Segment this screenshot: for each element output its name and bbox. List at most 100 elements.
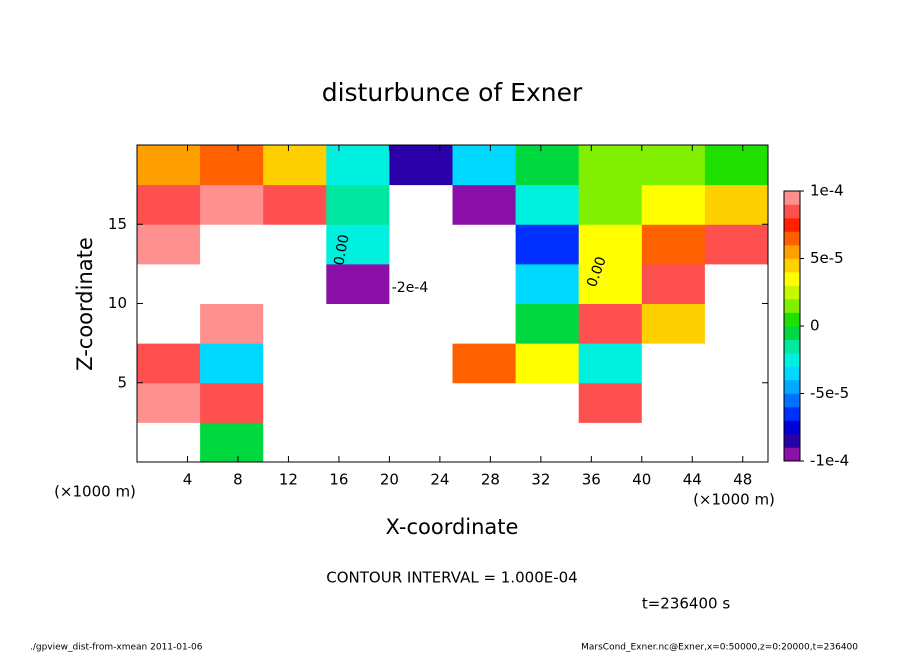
colorbar-band (784, 434, 800, 448)
field-cell (389, 382, 453, 423)
field-cell (578, 343, 643, 384)
field-cell (200, 224, 264, 265)
colorbar-band (784, 393, 800, 408)
colorbar-band (784, 420, 800, 435)
field-cell (326, 382, 390, 423)
field-cell (641, 303, 706, 344)
field-cell (641, 145, 706, 186)
field-cell (515, 224, 580, 265)
field-cell (515, 303, 580, 344)
colorbar-band (784, 299, 800, 313)
contour-label: 0.00 (331, 233, 352, 266)
field-cell (578, 303, 643, 344)
colorbar-band (784, 353, 800, 367)
field-cell (641, 343, 706, 384)
field-cell (578, 382, 643, 423)
x-tick-label: 4 (183, 471, 193, 489)
field-cell (137, 224, 201, 265)
field-cell (326, 303, 390, 344)
colorbar-tick-label: -1e-4 (810, 452, 849, 470)
overlay: 4 8 12 16 20 24 28 32 36 40 44 48510150.000.00-2e-4… (108, 144, 849, 489)
field-cell (704, 303, 769, 344)
field-cell (137, 263, 201, 304)
field-cell (137, 303, 201, 344)
field-cell (641, 382, 706, 423)
time-label: t=236400 s (642, 595, 730, 613)
x-tick-label: 12 (279, 471, 298, 489)
field-cell (263, 224, 327, 265)
field-cell (641, 422, 706, 463)
colorbar-band (784, 312, 800, 327)
field-cell (137, 184, 201, 225)
field-cell (452, 184, 517, 225)
contour-label: -2e-4 (392, 280, 429, 296)
field-cell (200, 263, 264, 304)
field-cell (263, 422, 327, 463)
colorbar-band (784, 339, 800, 354)
x-unit: (×1000 m) (54, 483, 136, 501)
field-cell (263, 263, 327, 304)
colorbar-band (784, 245, 800, 259)
field-cell (515, 263, 580, 304)
x-axis-label: X-coordinate (386, 515, 519, 539)
field-cell (326, 145, 390, 186)
field-cell (704, 422, 769, 463)
field-cell (263, 382, 327, 423)
y-tick-label: 5 (117, 373, 127, 391)
field-cell (452, 422, 517, 463)
field-cell (641, 263, 706, 304)
field-cell (326, 343, 390, 384)
field-cell (137, 145, 201, 186)
field-cell (578, 145, 643, 186)
field-cell (389, 303, 453, 344)
x-tick-label: 28 (481, 471, 500, 489)
field-cell (200, 303, 264, 344)
field-cell (326, 184, 390, 225)
field-cell (263, 303, 327, 344)
colorbar-band (784, 231, 800, 246)
field-cell (515, 184, 580, 225)
y-tick-label: 15 (108, 215, 127, 233)
x-tick-label: 40 (632, 471, 651, 489)
field-cell (704, 145, 769, 186)
field-cell (326, 224, 390, 265)
colorbar-band (784, 204, 800, 219)
colorbar-tick-label: 1e-4 (810, 182, 844, 200)
footer-left: ./gpview_dist-from-xmean 2011-01-06 (30, 643, 203, 653)
colorbar-band (784, 191, 800, 205)
field-cell (515, 145, 580, 186)
x-tick-label: 44 (683, 471, 702, 489)
field-cell (389, 184, 453, 225)
x-tick-label: 20 (380, 471, 399, 489)
contour-interval: CONTOUR INTERVAL = 1.000E-04 (326, 569, 577, 587)
field-cell (389, 145, 453, 186)
field-cell (200, 184, 264, 225)
field-cell (452, 382, 517, 423)
field-cell (263, 343, 327, 384)
y-tick-label: 10 (108, 294, 127, 312)
field-cell (641, 184, 706, 225)
field-cell (704, 263, 769, 304)
field-cell (515, 422, 580, 463)
x-tick-label: 24 (430, 471, 449, 489)
field-cell (452, 263, 517, 304)
colorbar-band (784, 366, 800, 381)
field-cell (452, 145, 517, 186)
x-tick-label: 36 (582, 471, 601, 489)
colorbar-band (784, 380, 800, 394)
colorbar-band (784, 218, 800, 232)
field-cell (641, 224, 706, 265)
x-tick-label: 16 (329, 471, 348, 489)
field-cell (452, 343, 517, 384)
field-cell (389, 422, 453, 463)
footer-right: MarsCond_Exner.nc@Exner,x=0:50000,z=0:20… (581, 643, 858, 653)
field-cell (704, 184, 769, 225)
x-tick-label: 32 (531, 471, 550, 489)
chart-title: disturbunce of Exner (322, 78, 583, 107)
colorbar-band (784, 285, 800, 300)
colorbar-band (784, 326, 800, 340)
field-cell (704, 224, 769, 265)
field-cell (326, 263, 390, 304)
field-cell (263, 145, 327, 186)
